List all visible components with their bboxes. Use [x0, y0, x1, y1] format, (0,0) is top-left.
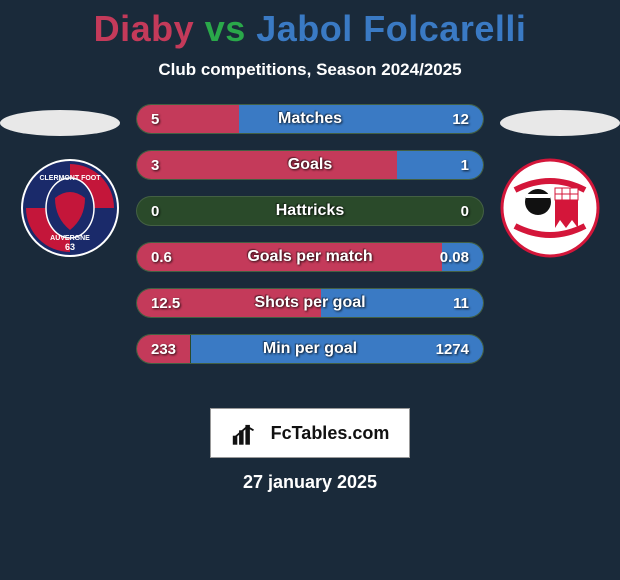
title-player1: Diaby — [94, 8, 195, 49]
stat-label: Hattricks — [137, 197, 483, 225]
stat-value-left: 5 — [137, 105, 173, 133]
subtitle: Club competitions, Season 2024/2025 — [0, 60, 620, 80]
team-crest-left: CLERMONT FOOT AUVERGNE 63 — [20, 158, 120, 258]
stat-value-left: 3 — [137, 151, 173, 179]
stat-value-right: 0 — [447, 197, 483, 225]
stat-value-right: 1274 — [422, 335, 483, 363]
stat-value-right: 1 — [447, 151, 483, 179]
svg-text:CLERMONT FOOT: CLERMONT FOOT — [39, 175, 101, 182]
stat-row: Goals3 1 — [136, 150, 484, 180]
stat-value-right: 11 — [439, 289, 483, 317]
crest-shadow-right — [500, 110, 620, 136]
stat-label: Goals — [137, 151, 483, 179]
title-vs: vs — [205, 8, 246, 49]
stat-row: Matches5 12 — [136, 104, 484, 134]
brand-text: FcTables.com — [271, 423, 390, 444]
brand-badge: FcTables.com — [210, 408, 410, 458]
svg-text:63: 63 — [65, 242, 75, 252]
stat-value-left: 233 — [137, 335, 190, 363]
stat-value-left: 12.5 — [137, 289, 194, 317]
svg-text:AUVERGNE: AUVERGNE — [50, 235, 90, 242]
stat-row: Min per goal2331274 — [136, 334, 484, 364]
stat-label: Matches — [137, 105, 483, 133]
title-player2: Jabol Folcarelli — [256, 8, 526, 49]
date-line: 27 january 2025 — [0, 472, 620, 493]
stat-value-right: 12 — [438, 105, 483, 133]
crest-shadow-left — [0, 110, 120, 136]
stat-row: Goals per match0.60.08 — [136, 242, 484, 272]
stat-value-right: 0.08 — [426, 243, 483, 271]
stat-value-left: 0 — [137, 197, 173, 225]
stat-bars-container: Matches512Goals31Hattricks00Goals per ma… — [136, 104, 484, 380]
stat-row: Shots per goal12.511 — [136, 288, 484, 318]
comparison-area: CLERMONT FOOT AUVERGNE 63 Matches5 12 Goal… — [0, 100, 620, 400]
stat-row: Hattricks0 0 — [136, 196, 484, 226]
page-title: Diaby vs Jabol Folcarelli — [0, 0, 620, 50]
stat-value-left: 0.6 — [137, 243, 186, 271]
team-crest-right — [500, 158, 600, 258]
